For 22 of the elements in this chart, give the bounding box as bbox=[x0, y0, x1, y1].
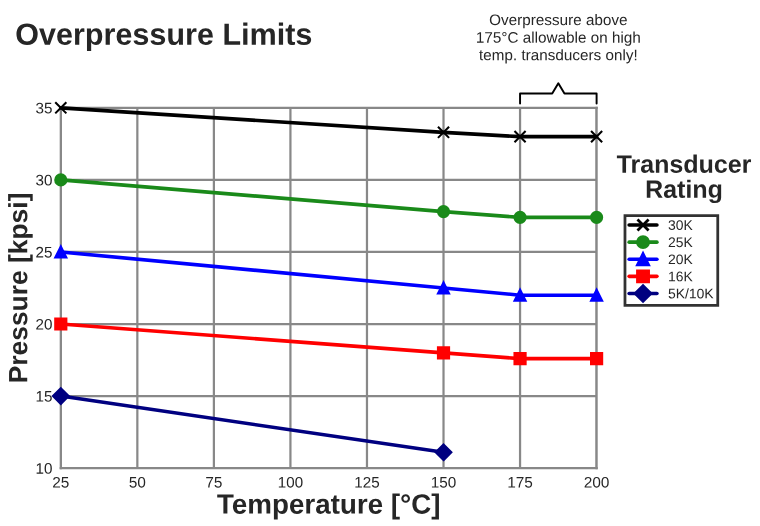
point bbox=[51, 387, 70, 405]
point bbox=[434, 443, 453, 462]
point bbox=[590, 210, 604, 224]
point bbox=[590, 288, 604, 302]
point bbox=[54, 173, 68, 187]
x-axis-title: Temperature [°C] bbox=[217, 493, 439, 520]
point bbox=[590, 130, 604, 144]
point bbox=[513, 352, 527, 366]
legend-title: Transducer Rating bbox=[616, 154, 752, 204]
point bbox=[54, 245, 68, 259]
point bbox=[513, 288, 527, 302]
point bbox=[54, 317, 68, 331]
point bbox=[436, 125, 451, 139]
y-axis-title: Pressure [kpsi] bbox=[8, 194, 33, 382]
chart-title: Overpressure Limits bbox=[16, 22, 312, 52]
point bbox=[513, 130, 527, 144]
point bbox=[436, 346, 451, 360]
point bbox=[54, 101, 68, 115]
point bbox=[436, 205, 451, 219]
point bbox=[436, 281, 451, 295]
point bbox=[513, 210, 527, 224]
point bbox=[590, 352, 604, 366]
